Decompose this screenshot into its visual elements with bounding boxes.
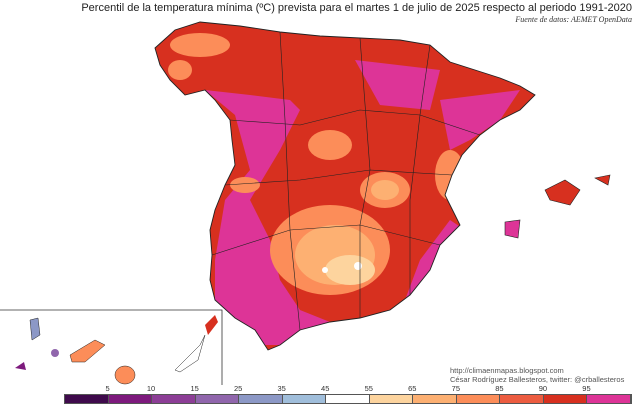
data-source: Fuente de datos: AEMET OpenData: [515, 15, 632, 24]
legend-tick-label: 65: [408, 384, 417, 393]
legend-tick-label: 95: [582, 384, 591, 393]
legend-tick-label: 15: [190, 384, 199, 393]
legend-swatch: [239, 395, 283, 403]
legend-swatch: [587, 395, 631, 403]
blog-url: http://climaenmapas.blogspot.com: [450, 366, 564, 375]
color-legend: [64, 394, 632, 404]
legend-tick-label: 35: [277, 384, 286, 393]
legend-swatch: [282, 395, 327, 403]
legend-swatch: [456, 395, 501, 403]
map-title: Percentil de la temperatura mínima (ºC) …: [81, 2, 632, 14]
legend-tick-label: 45: [321, 384, 330, 393]
legend-tick-label: 75: [451, 384, 461, 393]
legend-swatch: [326, 395, 370, 403]
legend-swatch: [152, 395, 196, 403]
legend-tick-label: 85: [495, 384, 504, 393]
legend-tick-label: 55: [364, 384, 373, 393]
spain-peninsula: [155, 22, 535, 350]
legend-swatch: [413, 395, 457, 403]
legend-swatch: [543, 395, 588, 403]
legend-tick-label: 90: [538, 384, 548, 393]
canary-islands-inset: [0, 309, 223, 385]
legend-tick-label: 5: [105, 384, 110, 393]
legend-swatch: [500, 395, 544, 403]
author-credit: César Rodríguez Ballesteros, twitter: @c…: [450, 375, 625, 384]
legend-swatch: [108, 395, 153, 403]
balearic-islands: [504, 174, 611, 239]
legend-swatch: [65, 395, 109, 403]
province-borders: [154, 21, 536, 351]
legend-tick-label: 25: [233, 384, 243, 393]
legend-swatch: [195, 395, 240, 403]
legend-swatch: [369, 395, 414, 403]
legend-tick-label: 10: [146, 384, 156, 393]
